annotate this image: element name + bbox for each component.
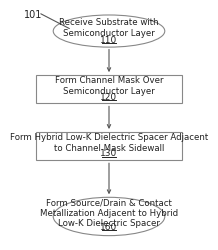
Text: Receive Substrate with
Semiconductor Layer: Receive Substrate with Semiconductor Lay… (59, 18, 159, 38)
Text: Form Hybrid Low-K Dielectric Spacer Adjacent
to Channel Mask Sidewall: Form Hybrid Low-K Dielectric Spacer Adja… (10, 133, 208, 153)
Text: 130: 130 (100, 150, 118, 158)
Text: 101: 101 (24, 10, 42, 20)
Text: Form Channel Mask Over
Semiconductor Layer: Form Channel Mask Over Semiconductor Lay… (55, 76, 163, 96)
Text: 110: 110 (100, 36, 118, 44)
Text: 160: 160 (100, 223, 118, 232)
Text: Form Source/Drain & Contact
Metallization Adjacent to Hybrid
Low-K Dielectric Sp: Form Source/Drain & Contact Metallizatio… (40, 198, 178, 228)
Text: 120: 120 (100, 92, 118, 102)
